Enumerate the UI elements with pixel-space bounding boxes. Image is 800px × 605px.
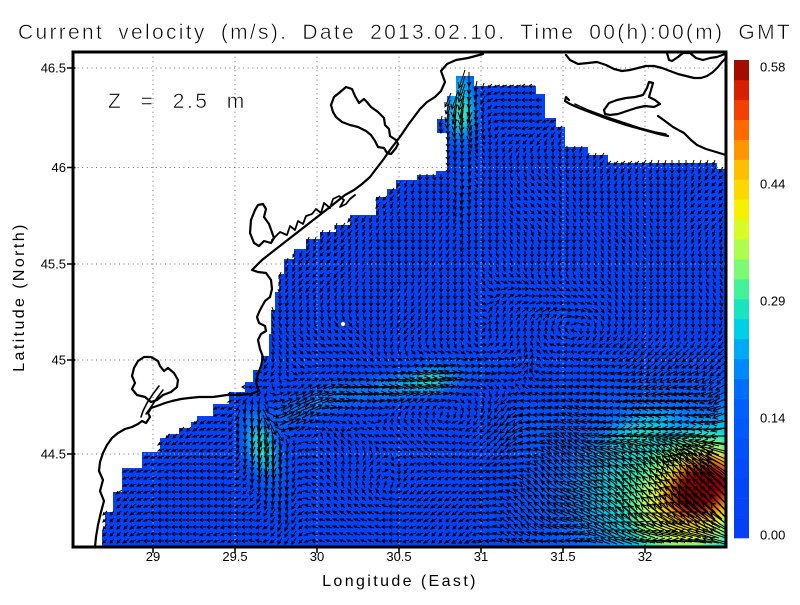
svg-text:0.58: 0.58 [760,60,785,75]
svg-text:Longitude (East): Longitude (East) [322,573,478,590]
svg-text:32: 32 [638,549,652,564]
svg-text:0.00: 0.00 [760,528,785,543]
svg-text:Latitude (North): Latitude (North) [11,222,28,372]
svg-text:46: 46 [52,160,66,175]
svg-text:0.14: 0.14 [760,411,785,426]
svg-text:44.5: 44.5 [41,447,66,462]
svg-text:31: 31 [474,549,488,564]
svg-text:Current velocity (m/s). Date 2: Current velocity (m/s). Date 2013.02.10.… [18,21,792,44]
svg-text:30.5: 30.5 [386,549,411,564]
svg-text:45.5: 45.5 [41,257,66,272]
svg-text:29.5: 29.5 [222,549,247,564]
svg-text:0.29: 0.29 [760,294,785,309]
svg-text:46.5: 46.5 [41,61,66,76]
svg-text:Z = 2.5 m: Z = 2.5 m [108,90,247,113]
svg-text:31.5: 31.5 [550,549,575,564]
svg-text:45: 45 [52,353,66,368]
svg-text:30: 30 [310,549,324,564]
svg-text:0.44: 0.44 [760,177,785,192]
svg-text:29: 29 [146,549,160,564]
